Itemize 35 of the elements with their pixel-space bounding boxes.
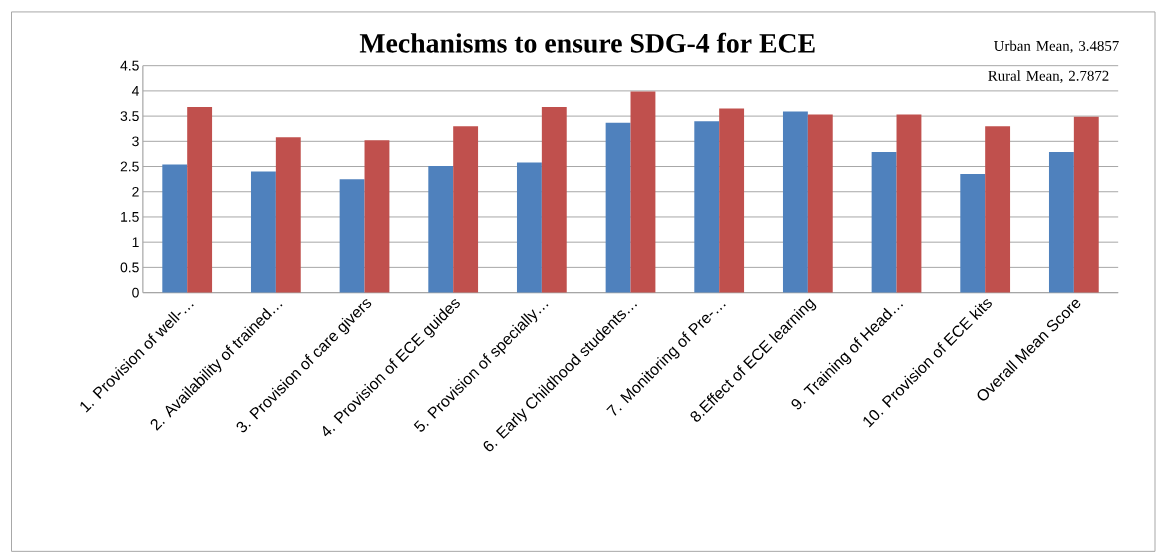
annotation: Rural Mean, 2.7872 [988,70,1109,83]
bar [605,122,631,293]
bar [516,162,542,293]
y-tick-label: 4.5 [120,60,139,71]
y-tick-label: 1.5 [121,211,139,222]
text: Urban Mean, 3.4857 [994,40,1119,53]
bar [896,114,922,293]
y-tick-label: 4 [131,85,139,96]
bar [719,108,745,293]
bar [960,173,986,293]
bar [630,91,656,293]
bar [1073,116,1099,293]
y-tick-label: 0 [132,287,139,298]
y-tick-label: 2.5 [120,161,139,172]
bar [541,106,567,293]
bar [364,140,390,293]
bar [782,111,808,293]
bar [807,114,833,293]
bar [162,164,188,293]
y-tick-label: 3 [132,136,139,147]
bar [187,106,213,293]
bar [985,126,1011,293]
y-tick-label: 0.5 [120,262,139,273]
chart-title: Mechanisms to ensure SDG-4 for ECE [359,32,815,53]
bar [694,120,720,293]
bar [453,126,479,293]
bar [1048,151,1074,293]
bar [275,137,301,293]
y-tick-label: 1 [132,237,139,247]
y-tick-label: 2 [132,186,139,197]
bar [871,151,897,293]
bar [339,178,365,293]
bar [428,165,454,293]
bar [250,171,276,293]
y-tick-label: 3.5 [120,111,139,121]
